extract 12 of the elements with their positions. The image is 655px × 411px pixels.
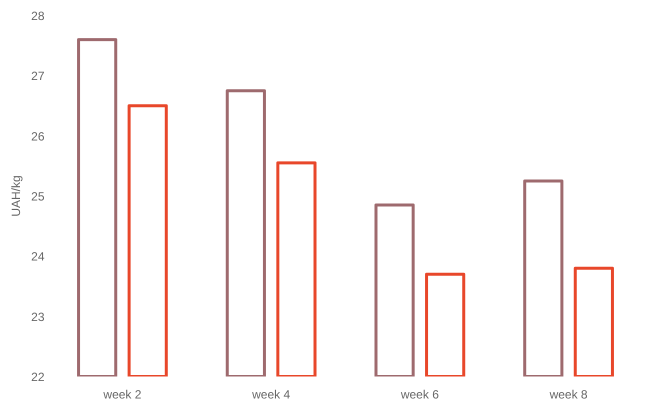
y-tick-label: 24	[31, 250, 45, 264]
x-tick-label: week 2	[102, 388, 142, 402]
y-axis-title: UAH/kg	[9, 175, 24, 217]
y-tick-label: 27	[31, 69, 45, 84]
x-tick-label: week 8	[548, 388, 588, 402]
y-tick-label: 28	[31, 9, 45, 23]
y-tick-label: 26	[31, 129, 45, 144]
y-tick-label: 22	[31, 370, 45, 384]
x-tick-label: week 6	[400, 388, 440, 402]
y-tick-label: 25	[31, 190, 45, 204]
y-tick-label: 23	[31, 310, 45, 324]
x-tick-label: week 4	[251, 388, 290, 402]
